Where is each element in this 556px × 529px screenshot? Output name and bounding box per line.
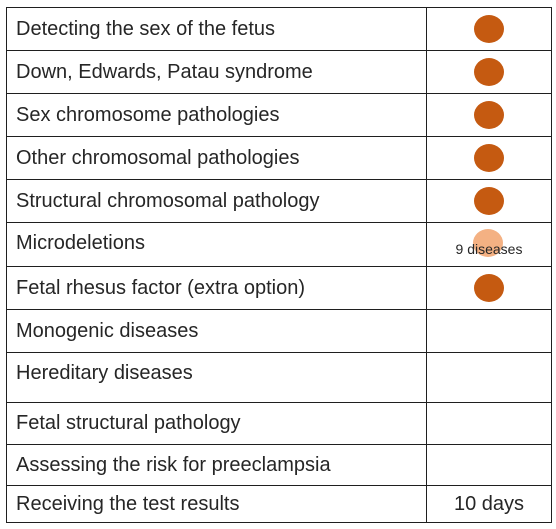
row-value: [427, 445, 551, 485]
row-label: Structural chromosomal pathology: [7, 180, 427, 222]
row-label: Fetal structural pathology: [7, 403, 427, 444]
row-value: [427, 267, 551, 309]
row-value: [427, 403, 551, 444]
row-label: Microdeletions: [7, 223, 427, 266]
table-row: Hereditary diseases: [6, 352, 552, 403]
included-dot-icon: [474, 15, 504, 43]
row-value: 9 diseases: [427, 223, 551, 266]
row-value: [427, 137, 551, 179]
row-value: [427, 180, 551, 222]
table-row: Other chromosomal pathologies: [6, 136, 552, 180]
included-dot-icon: [474, 187, 504, 215]
row-label: Fetal rhesus factor (extra option): [7, 267, 427, 309]
row-value: [427, 353, 551, 402]
table-row: Fetal structural pathology: [6, 402, 552, 445]
row-label: Assessing the risk for preeclampsia: [7, 445, 427, 485]
included-dot-icon: [474, 144, 504, 172]
row-label: Receiving the test results: [7, 486, 427, 522]
included-dot-icon: [474, 58, 504, 86]
microdeletions-count: 9 diseases: [455, 240, 523, 257]
row-label: Sex chromosome pathologies: [7, 94, 427, 136]
results-time: 10 days: [453, 492, 525, 515]
table-row: Assessing the risk for preeclampsia: [6, 444, 552, 486]
row-label: Monogenic diseases: [7, 310, 427, 352]
included-dot-icon: [474, 101, 504, 129]
table-row: Monogenic diseases: [6, 309, 552, 353]
included-dot-icon: [474, 274, 504, 302]
table-row: Receiving the test results 10 days: [6, 485, 552, 523]
row-label: Down, Edwards, Patau syndrome: [7, 51, 427, 93]
row-label: Hereditary diseases: [7, 353, 427, 402]
row-value: [427, 310, 551, 352]
row-label: Detecting the sex of the fetus: [7, 8, 427, 50]
table-row: Detecting the sex of the fetus: [6, 7, 552, 51]
row-label: Other chromosomal pathologies: [7, 137, 427, 179]
table-row: Structural chromosomal pathology: [6, 179, 552, 223]
row-value: 10 days: [427, 486, 551, 522]
row-value: [427, 94, 551, 136]
table-row: Sex chromosome pathologies: [6, 93, 552, 137]
table-row: Microdeletions 9 diseases: [6, 222, 552, 267]
table-row: Down, Edwards, Patau syndrome: [6, 50, 552, 94]
partial-dot-icon: [473, 229, 503, 257]
table-row: Fetal rhesus factor (extra option): [6, 266, 552, 310]
row-value: [427, 8, 551, 50]
row-value: [427, 51, 551, 93]
